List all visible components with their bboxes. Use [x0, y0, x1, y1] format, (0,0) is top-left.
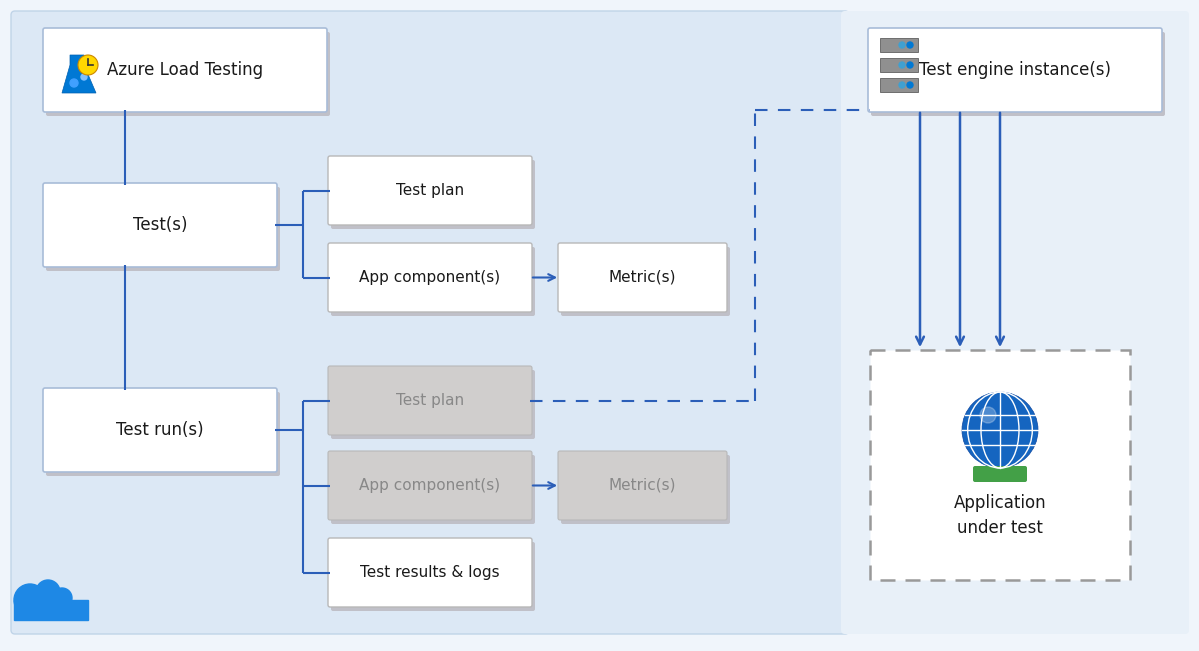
FancyBboxPatch shape: [561, 455, 730, 524]
Circle shape: [906, 42, 912, 48]
Bar: [14, 600, 88, 620]
FancyBboxPatch shape: [329, 243, 532, 312]
Text: Metric(s): Metric(s): [609, 270, 676, 285]
FancyBboxPatch shape: [870, 32, 1165, 116]
FancyBboxPatch shape: [868, 28, 1162, 112]
FancyBboxPatch shape: [46, 392, 281, 476]
FancyBboxPatch shape: [558, 451, 727, 520]
FancyBboxPatch shape: [329, 451, 532, 520]
Polygon shape: [62, 55, 96, 93]
Circle shape: [14, 584, 46, 616]
Text: Application
under test: Application under test: [953, 494, 1047, 537]
FancyBboxPatch shape: [331, 247, 535, 316]
Circle shape: [962, 392, 1038, 468]
Text: Test run(s): Test run(s): [116, 421, 204, 439]
FancyBboxPatch shape: [46, 32, 330, 116]
FancyBboxPatch shape: [329, 156, 532, 225]
Circle shape: [906, 62, 912, 68]
FancyBboxPatch shape: [331, 160, 535, 229]
Text: Test plan: Test plan: [396, 393, 464, 408]
FancyBboxPatch shape: [43, 183, 277, 267]
FancyBboxPatch shape: [880, 58, 918, 72]
Circle shape: [70, 79, 78, 87]
FancyBboxPatch shape: [329, 366, 532, 435]
Circle shape: [899, 62, 905, 68]
FancyBboxPatch shape: [331, 542, 535, 611]
Text: App component(s): App component(s): [360, 478, 500, 493]
FancyBboxPatch shape: [561, 247, 730, 316]
Circle shape: [899, 42, 905, 48]
Circle shape: [78, 55, 98, 75]
Circle shape: [980, 407, 996, 423]
Text: Test engine instance(s): Test engine instance(s): [918, 61, 1111, 79]
Text: Test plan: Test plan: [396, 183, 464, 198]
FancyBboxPatch shape: [840, 11, 1189, 634]
FancyBboxPatch shape: [558, 243, 727, 312]
FancyBboxPatch shape: [43, 28, 327, 112]
Text: Test results & logs: Test results & logs: [360, 565, 500, 580]
Circle shape: [899, 82, 905, 88]
Text: Azure Load Testing: Azure Load Testing: [107, 61, 263, 79]
FancyBboxPatch shape: [974, 466, 1028, 482]
Text: Test(s): Test(s): [133, 216, 187, 234]
FancyBboxPatch shape: [870, 350, 1129, 580]
Text: Metric(s): Metric(s): [609, 478, 676, 493]
Circle shape: [36, 580, 60, 604]
Circle shape: [906, 82, 912, 88]
FancyBboxPatch shape: [43, 388, 277, 472]
FancyBboxPatch shape: [880, 78, 918, 92]
FancyBboxPatch shape: [329, 538, 532, 607]
FancyBboxPatch shape: [880, 38, 918, 52]
FancyBboxPatch shape: [46, 187, 281, 271]
FancyBboxPatch shape: [11, 11, 849, 634]
FancyBboxPatch shape: [331, 370, 535, 439]
FancyBboxPatch shape: [331, 455, 535, 524]
Text: App component(s): App component(s): [360, 270, 500, 285]
Circle shape: [82, 74, 88, 80]
Circle shape: [52, 588, 72, 608]
